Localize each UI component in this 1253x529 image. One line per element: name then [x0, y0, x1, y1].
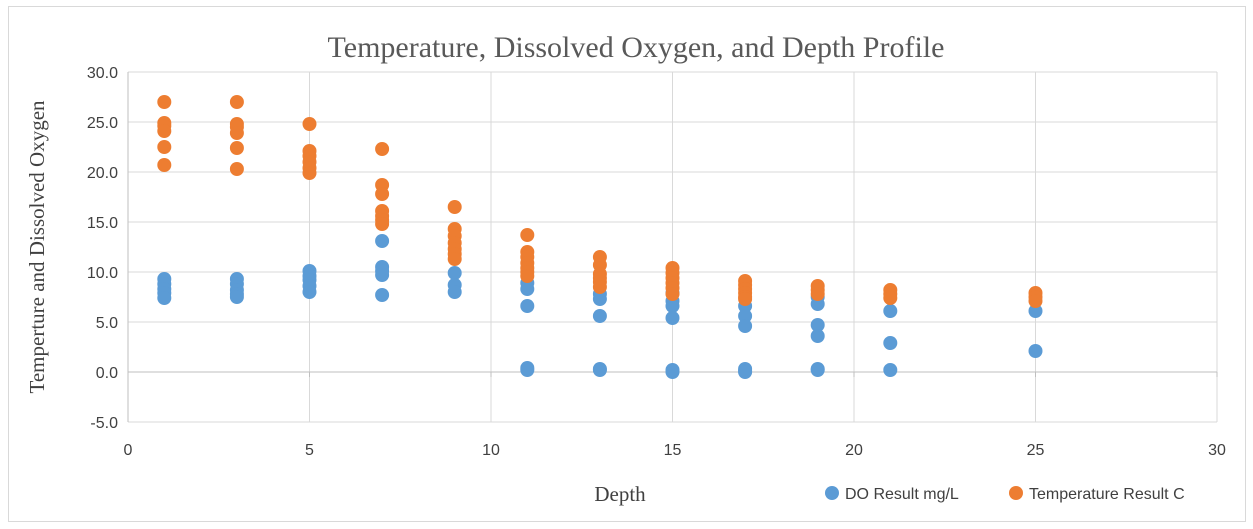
do-point	[883, 363, 898, 377]
do-point	[738, 309, 753, 323]
temperature-point	[447, 252, 462, 266]
x-tick-label: 15	[664, 442, 682, 459]
do-point	[1028, 304, 1043, 318]
axes: -5.0 0.0 5.0 10.0 15.0 20.0 25.0 30.0 0 5 10 15 20 25…	[87, 65, 1226, 459]
temperature-point	[520, 269, 535, 283]
temperature-point	[229, 162, 244, 176]
do-point	[738, 365, 753, 379]
do-point	[665, 311, 680, 325]
legend: DO Result mg/L Temperature Result C	[825, 486, 1185, 503]
do-point	[592, 363, 607, 377]
do-point	[447, 285, 462, 299]
do-point	[883, 336, 898, 350]
data-points	[157, 95, 1043, 379]
do-point	[810, 318, 825, 332]
chart-frame	[8, 6, 1246, 522]
temperature-point	[229, 95, 244, 109]
do-point	[229, 290, 244, 304]
temperature-point	[883, 291, 898, 305]
x-tick-label: 20	[845, 442, 863, 459]
y-tick-label: 15.0	[87, 215, 118, 232]
temperature-point	[302, 166, 317, 180]
x-tick-label: 25	[1027, 442, 1045, 459]
do-point	[738, 319, 753, 333]
temperature-point	[157, 124, 172, 138]
do-point	[375, 268, 390, 282]
x-axis-title: Depth	[594, 482, 646, 506]
do-point	[375, 234, 390, 248]
y-tick-label: 10.0	[87, 265, 118, 282]
do-point	[375, 288, 390, 302]
do-point	[520, 282, 535, 296]
x-tick-label: 10	[482, 442, 500, 459]
do-point	[665, 365, 680, 379]
do-point	[302, 285, 317, 299]
do-point	[810, 329, 825, 343]
temperature-point	[229, 126, 244, 140]
do-point	[157, 291, 172, 305]
temperature-point	[375, 142, 390, 156]
temperature-point	[157, 158, 172, 172]
do-point	[665, 299, 680, 313]
do-point	[1028, 344, 1043, 358]
do-point	[592, 309, 607, 323]
temperature-point	[665, 287, 680, 301]
temperature-point	[157, 140, 172, 154]
do-point	[883, 304, 898, 318]
temperature-point	[738, 292, 753, 306]
legend-label-do: DO Result mg/L	[845, 486, 959, 503]
temperature-point	[157, 95, 172, 109]
legend-label-temperature: Temperature Result C	[1029, 486, 1185, 503]
do-point	[810, 297, 825, 311]
temperature-point	[375, 217, 390, 231]
legend-swatch-temperature	[1009, 486, 1023, 500]
y-tick-label: 20.0	[87, 165, 118, 182]
do-point	[810, 363, 825, 377]
temperature-point	[520, 228, 535, 242]
legend-swatch-do	[825, 486, 839, 500]
y-tick-label: 25.0	[87, 115, 118, 132]
temperature-point	[229, 141, 244, 155]
temperature-point	[1028, 294, 1043, 308]
x-tick-label: 0	[124, 442, 133, 459]
temperature-point	[447, 200, 462, 214]
y-tick-label: 5.0	[96, 315, 118, 332]
do-point	[592, 292, 607, 306]
temperature-point	[302, 117, 317, 131]
y-tick-label: 30.0	[87, 65, 118, 82]
y-axis-title: Temperture and Dissolved Oxygen	[25, 100, 49, 394]
x-tick-label: 5	[305, 442, 314, 459]
do-point	[520, 299, 535, 313]
do-point	[520, 363, 535, 377]
do-point	[447, 266, 462, 280]
x-tick-label: 30	[1208, 442, 1226, 459]
chart-title: Temperature, Dissolved Oxygen, and Depth…	[328, 31, 945, 64]
y-tick-label: -5.0	[90, 415, 118, 432]
temperature-point	[375, 187, 390, 201]
temperature-point	[592, 280, 607, 294]
y-tick-label: 0.0	[96, 365, 118, 382]
temperature-point	[810, 287, 825, 301]
gridlines	[128, 71, 1218, 423]
